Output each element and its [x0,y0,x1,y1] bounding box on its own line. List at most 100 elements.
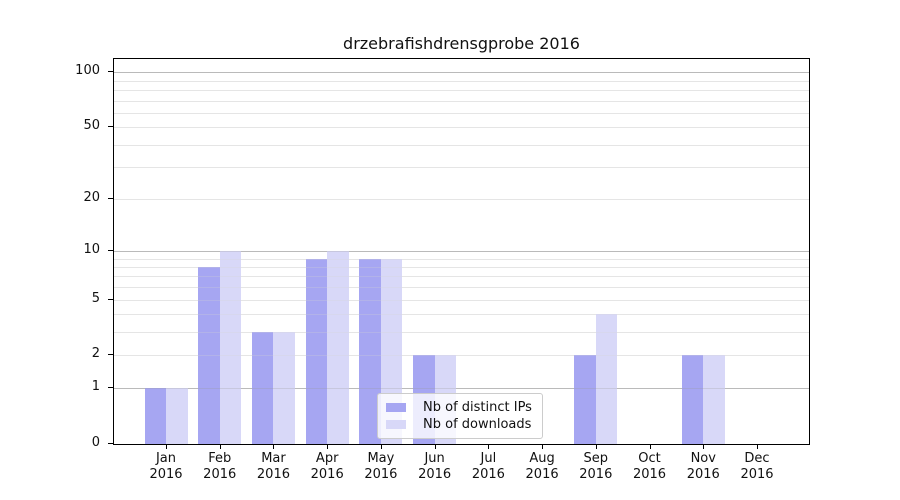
gridline-major-overlay [114,250,809,252]
x-axis-tick-label: Jul 2016 [471,451,505,482]
bar-distinct-ips [574,355,596,444]
x-axis-tick-label: Jun 2016 [418,451,452,482]
gridline-minor-overlay [114,287,809,289]
gridline-minor-overlay [114,167,809,169]
y-axis-tick [108,298,113,300]
y-axis-tick [108,126,113,128]
y-axis-tick-label: 2 [91,346,100,362]
gridline-minor [114,276,809,278]
gridline-minor [114,198,809,200]
x-axis-tick-label: Feb 2016 [203,451,237,482]
bar-distinct-ips [144,388,166,444]
bar-distinct-ips [305,258,328,444]
x-axis-tick [380,445,382,449]
legend-item-downloads: Nb of downloads [386,416,538,433]
gridline-minor-overlay [114,112,809,114]
bar-distinct-ips [359,258,381,444]
gridline-minor [114,355,809,357]
x-axis-tick-label: Mar 2016 [256,451,290,482]
plot-area: Nb of distinct IPs Nb of downloads [113,58,810,445]
y-axis-tick-label: 50 [83,118,100,134]
gridline-minor [114,332,809,334]
y-axis-tick [108,443,113,444]
x-axis-tick [703,445,705,449]
gridline-minor [114,80,809,82]
chart-title: drzebrafishdrensgprobe 2016 [343,34,580,53]
y-axis-tick [108,71,113,73]
y-axis-tick [108,249,113,251]
gridline-minor [114,287,809,289]
x-axis-tick [434,445,436,449]
gridline-minor-overlay [114,332,809,334]
gridline-minor-overlay [114,80,809,82]
gridline-major [114,388,809,390]
gridline-minor-overlay [114,144,809,146]
y-axis-tick-label: 0 [91,435,100,450]
bar-distinct-ips [198,266,220,444]
gridline-minor [114,266,809,268]
x-axis-tick [649,445,651,449]
bar-distinct-ips [681,355,704,444]
legend-label-distinct-ips: Nb of distinct IPs [423,400,532,415]
bar-distinct-ips [251,332,274,444]
gridline-major [114,72,809,74]
y-axis-tick-label: 100 [75,63,100,79]
x-axis-tick-label: Nov 2016 [686,451,720,482]
bar-downloads [219,250,242,444]
legend: Nb of distinct IPs Nb of downloads [377,393,543,439]
bar-downloads [273,332,295,444]
gridline-minor-overlay [114,198,809,200]
gridline-minor [114,314,809,316]
x-axis-tick-label: Jan 2016 [149,451,183,482]
x-axis-tick-label: Oct 2016 [632,451,667,482]
x-axis-tick-label: May 2016 [364,451,398,482]
legend-label-downloads: Nb of downloads [423,417,532,432]
gridline-minor-overlay [114,127,809,129]
gridline-minor-overlay [114,258,809,260]
gridline-minor [114,127,809,129]
x-axis-tick [488,445,490,449]
gridline-major-overlay [114,388,809,390]
gridline-minor [114,167,809,169]
x-axis-tick [595,445,597,449]
x-axis-tick [327,445,329,449]
y-axis-tick [108,197,113,199]
legend-swatch-downloads [386,420,406,429]
x-axis-tick [757,445,758,449]
x-axis-tick [219,445,221,449]
x-axis-tick-label: Aug 2016 [525,451,559,482]
gridline-minor [114,89,809,91]
gridline-minor-overlay [114,266,809,268]
gridline-minor-overlay [114,299,809,301]
gridline-minor [114,258,809,260]
gridline-minor [114,100,809,102]
x-axis-tick-label: Apr 2016 [310,451,344,482]
gridline-minor-overlay [114,355,809,357]
x-axis-tick [542,445,544,449]
y-axis-tick-label: 1 [91,379,100,395]
y-axis-tick-label: 20 [83,189,100,205]
y-axis-tick-label: 5 [91,290,100,306]
gridline-minor-overlay [114,89,809,91]
bar-downloads [327,250,349,444]
legend-item-distinct-ips: Nb of distinct IPs [386,399,538,416]
gridline-minor-overlay [114,276,809,278]
y-axis-tick [108,354,113,356]
gridline-major [114,250,809,252]
bar-downloads [703,355,725,444]
bar-downloads [166,388,188,444]
bar-downloads [595,314,618,444]
y-axis-tick-label: 10 [83,241,100,257]
gridline-minor [114,299,809,301]
x-axis-tick [273,445,275,449]
gridline-minor [114,112,809,114]
legend-swatch-distinct-ips [386,403,406,412]
gridline-major-overlay [114,72,809,74]
x-axis-tick-label: Dec 2016 [740,451,774,482]
x-axis-tick [166,445,167,449]
x-axis-tick-label: Sep 2016 [579,451,613,482]
gridline-minor [114,144,809,146]
gridline-minor-overlay [114,100,809,102]
gridline-minor-overlay [114,314,809,316]
